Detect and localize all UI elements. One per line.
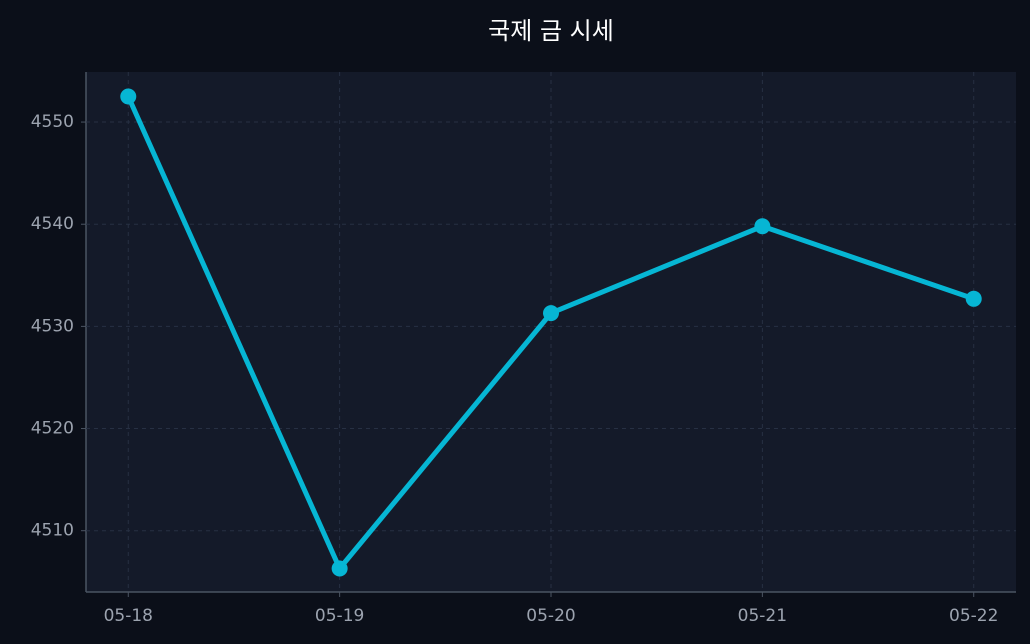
y-tick-label: 4550	[31, 112, 74, 132]
x-tick-label: 05-22	[949, 606, 998, 626]
chart-title: 국제 금 시세	[488, 17, 614, 45]
data-point	[965, 290, 982, 307]
data-point	[543, 305, 559, 322]
x-tick-label: 05-18	[104, 606, 153, 626]
y-tick-label: 4520	[31, 419, 74, 439]
y-tick-label: 4540	[31, 214, 74, 234]
data-point	[754, 218, 771, 235]
data-point	[331, 560, 348, 577]
x-tick-label: 05-21	[738, 606, 787, 626]
y-tick-label: 4510	[31, 521, 74, 541]
x-tick-label: 05-20	[526, 606, 575, 626]
x-tick-label: 05-19	[315, 606, 364, 626]
data-point	[120, 88, 137, 105]
y-tick-label: 4530	[31, 316, 74, 336]
